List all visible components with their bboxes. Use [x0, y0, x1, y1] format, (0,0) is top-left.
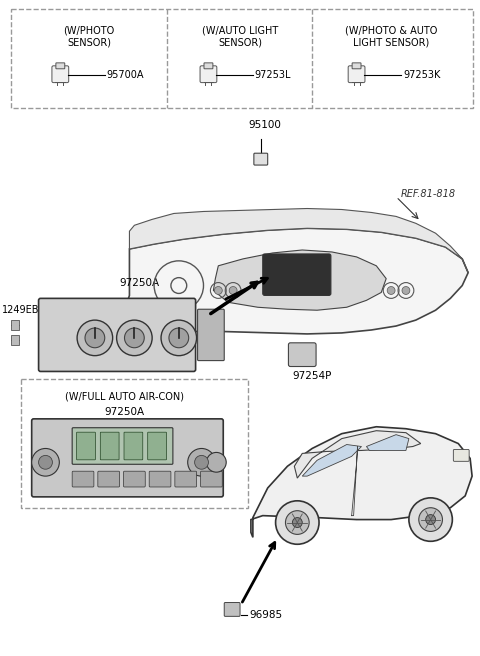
- FancyBboxPatch shape: [204, 63, 213, 69]
- Circle shape: [409, 498, 452, 541]
- FancyBboxPatch shape: [72, 428, 173, 464]
- Circle shape: [169, 328, 189, 348]
- Circle shape: [38, 455, 52, 469]
- Polygon shape: [294, 431, 421, 478]
- Text: 1249EB: 1249EB: [2, 305, 39, 316]
- Text: (W/PHOTO
SENSOR): (W/PHOTO SENSOR): [63, 26, 115, 47]
- FancyBboxPatch shape: [77, 432, 96, 460]
- Polygon shape: [214, 250, 386, 310]
- Polygon shape: [251, 427, 472, 537]
- Text: 97250A: 97250A: [105, 407, 144, 417]
- Circle shape: [194, 455, 208, 469]
- Bar: [11, 335, 19, 345]
- Bar: [11, 9, 473, 108]
- FancyBboxPatch shape: [175, 471, 197, 487]
- Polygon shape: [366, 435, 409, 451]
- FancyBboxPatch shape: [56, 63, 65, 69]
- FancyBboxPatch shape: [263, 254, 331, 295]
- Circle shape: [229, 287, 237, 295]
- FancyBboxPatch shape: [224, 602, 240, 617]
- Circle shape: [32, 449, 60, 476]
- Circle shape: [77, 320, 113, 356]
- Circle shape: [85, 328, 105, 348]
- Circle shape: [276, 501, 319, 544]
- FancyBboxPatch shape: [149, 471, 171, 487]
- Text: 96985: 96985: [249, 610, 282, 621]
- Polygon shape: [130, 209, 468, 273]
- Text: 97250A: 97250A: [119, 279, 159, 289]
- Circle shape: [292, 518, 302, 527]
- Text: 97254P: 97254P: [292, 371, 332, 381]
- Circle shape: [161, 320, 197, 356]
- Text: (W/PHOTO & AUTO
LIGHT SENSOR): (W/PHOTO & AUTO LIGHT SENSOR): [345, 26, 437, 47]
- FancyBboxPatch shape: [72, 471, 94, 487]
- FancyBboxPatch shape: [352, 63, 361, 69]
- FancyBboxPatch shape: [32, 419, 223, 497]
- Polygon shape: [302, 445, 361, 476]
- Circle shape: [286, 510, 309, 535]
- Text: 95100: 95100: [248, 121, 281, 131]
- Circle shape: [215, 287, 222, 295]
- FancyBboxPatch shape: [254, 154, 268, 165]
- FancyBboxPatch shape: [201, 471, 222, 487]
- Text: REF.81-818: REF.81-818: [401, 189, 456, 199]
- FancyBboxPatch shape: [100, 432, 119, 460]
- Text: 97253L: 97253L: [255, 70, 291, 80]
- Circle shape: [117, 320, 152, 356]
- FancyBboxPatch shape: [348, 66, 365, 83]
- FancyBboxPatch shape: [124, 432, 143, 460]
- Text: (W/AUTO LIGHT
SENSOR): (W/AUTO LIGHT SENSOR): [202, 26, 278, 47]
- Text: (W/FULL AUTO AIR-CON): (W/FULL AUTO AIR-CON): [65, 391, 184, 401]
- FancyBboxPatch shape: [52, 66, 69, 83]
- Circle shape: [387, 287, 395, 295]
- Circle shape: [419, 508, 443, 531]
- Bar: [21, 379, 248, 508]
- Circle shape: [206, 453, 226, 472]
- FancyBboxPatch shape: [148, 432, 167, 460]
- FancyBboxPatch shape: [288, 343, 316, 367]
- FancyBboxPatch shape: [98, 471, 120, 487]
- FancyBboxPatch shape: [200, 66, 217, 83]
- Polygon shape: [122, 228, 468, 342]
- FancyBboxPatch shape: [123, 471, 145, 487]
- Circle shape: [426, 515, 435, 525]
- Text: 95700A: 95700A: [107, 70, 144, 80]
- Circle shape: [124, 328, 144, 348]
- Text: 97253K: 97253K: [403, 70, 440, 80]
- FancyBboxPatch shape: [38, 298, 196, 371]
- Circle shape: [188, 449, 216, 476]
- FancyBboxPatch shape: [198, 309, 224, 361]
- Circle shape: [402, 287, 410, 295]
- Bar: [11, 320, 19, 330]
- FancyBboxPatch shape: [453, 449, 469, 461]
